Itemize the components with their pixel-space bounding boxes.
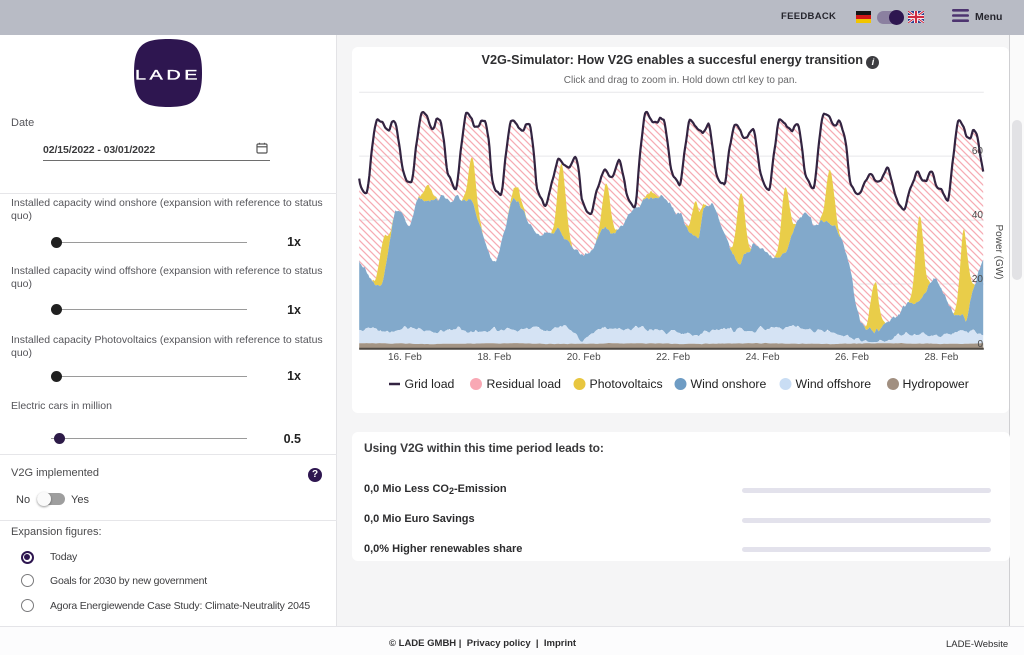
svg-text:18. Feb: 18. Feb — [477, 352, 511, 363]
svg-text:26. Feb: 26. Feb — [835, 352, 869, 363]
svg-text:Wind onshore: Wind onshore — [691, 377, 767, 391]
svg-text:Photovoltaics: Photovoltaics — [590, 377, 663, 391]
svg-text:0: 0 — [977, 339, 983, 350]
svg-text:Wind offshore: Wind offshore — [796, 377, 872, 391]
svg-text:60: 60 — [972, 146, 984, 157]
svg-text:22. Feb: 22. Feb — [656, 352, 690, 363]
svg-text:20. Feb: 20. Feb — [567, 352, 601, 363]
svg-text:Residual load: Residual load — [487, 377, 562, 391]
svg-text:Power (GW): Power (GW) — [993, 225, 1004, 280]
svg-text:28. Feb: 28. Feb — [924, 352, 958, 363]
svg-text:20: 20 — [972, 274, 984, 285]
svg-text:16. Feb: 16. Feb — [388, 352, 422, 363]
svg-text:24. Feb: 24. Feb — [746, 352, 780, 363]
svg-text:40: 40 — [972, 210, 984, 221]
svg-text:LADE: LADE — [135, 66, 201, 82]
svg-text:Grid load: Grid load — [405, 377, 455, 391]
svg-text:Hydropower: Hydropower — [903, 377, 969, 391]
